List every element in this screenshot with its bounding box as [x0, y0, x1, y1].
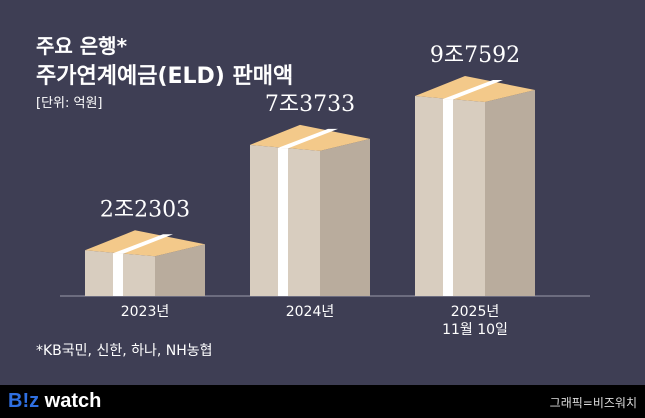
stack-band — [113, 253, 123, 296]
data-label: 2조2303 — [100, 197, 190, 222]
stack-side — [155, 244, 205, 296]
unit-label: [단위: 억원] — [36, 96, 103, 111]
category-label: 11월 10일 — [442, 322, 508, 338]
stack-band-top — [278, 128, 338, 149]
category-label: 2025년 — [451, 304, 500, 320]
stack-band-top — [443, 80, 503, 100]
stack-band-top — [113, 234, 173, 254]
footer: B!z watch 그래픽=비즈워치 — [0, 385, 645, 418]
category-label: 2023년 — [121, 304, 170, 320]
data-label: 9조7592 — [430, 43, 520, 68]
category-label: 2024년 — [286, 304, 335, 320]
stack-band — [278, 147, 288, 296]
graphic-credit: 그래픽=비즈워치 — [549, 396, 637, 410]
chart: 2조2303 2023년 7조3733 2024년 9조7592 2025년 11월 10일 — [60, 43, 590, 338]
stack-side — [485, 90, 535, 296]
bizwatch-logo: B!z watch — [8, 390, 102, 412]
title-line2: 주가연계예금(ELD) 판매액 — [36, 64, 294, 89]
stack-side — [320, 138, 370, 296]
footnote: *KB국민, 신한, 하나, NH농협 — [36, 343, 213, 359]
data-label: 7조3733 — [265, 92, 355, 117]
stack-band — [443, 99, 453, 296]
title-line1: 주요 은행* — [36, 34, 128, 58]
